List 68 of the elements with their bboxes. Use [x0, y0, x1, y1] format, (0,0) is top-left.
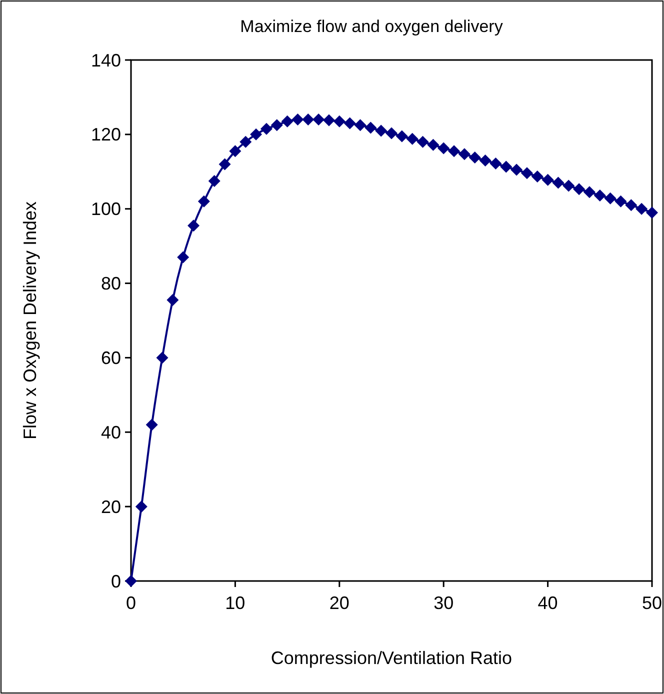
point [646, 206, 658, 219]
y-tick-label: 0 [110, 571, 121, 592]
point [364, 122, 377, 134]
point [416, 136, 429, 148]
x-tick-label: 10 [225, 593, 246, 613]
point [458, 148, 470, 160]
point [583, 186, 596, 198]
point [208, 174, 220, 187]
point [344, 117, 356, 130]
point [156, 352, 168, 364]
point [510, 164, 523, 176]
point [396, 130, 408, 142]
y-tick-label: 40 [100, 422, 121, 442]
point [240, 136, 252, 148]
point [573, 183, 586, 196]
point [552, 176, 564, 189]
x-tick-label: 30 [434, 593, 454, 613]
point [636, 202, 648, 215]
point [281, 115, 294, 128]
point [322, 114, 335, 126]
x-tick-label: 40 [538, 593, 558, 613]
x-tick-label: 20 [329, 593, 350, 613]
x-axis-title: Compression/Ventilation Ratio [270, 648, 512, 668]
point [468, 152, 481, 164]
point [270, 119, 283, 132]
point [490, 157, 502, 170]
point [438, 142, 450, 154]
point [354, 119, 366, 132]
point [166, 294, 179, 306]
point [250, 128, 262, 140]
point [542, 174, 554, 186]
point [302, 114, 314, 126]
point [386, 127, 398, 140]
point [520, 167, 533, 180]
point [177, 251, 190, 264]
point [594, 189, 606, 202]
chart-title: Maximize flow and oxygen delivery [240, 17, 504, 36]
point [188, 220, 200, 232]
point [146, 418, 158, 431]
y-tick-label: 60 [100, 348, 121, 368]
point [292, 114, 304, 126]
point [500, 160, 512, 173]
point [562, 180, 575, 192]
point [427, 138, 440, 151]
x-tick-label: 0 [126, 593, 136, 613]
point [125, 575, 137, 587]
y-tick-label: 80 [100, 274, 121, 294]
y-tick-label: 120 [90, 124, 121, 145]
point [375, 124, 388, 137]
y-axis-title: Flow x Oxygen Delivery Index [20, 201, 40, 440]
point [312, 114, 325, 126]
point [260, 122, 272, 135]
point [218, 158, 231, 170]
point [333, 115, 346, 128]
x-tick-label: 50 [642, 593, 662, 613]
point [479, 154, 492, 166]
y-tick-label: 20 [100, 496, 121, 517]
y-tick-label: 100 [90, 199, 121, 220]
y-tick-label: 140 [90, 50, 121, 70]
point [531, 170, 544, 182]
point [614, 195, 627, 208]
point [604, 192, 616, 204]
point [406, 132, 418, 145]
point [229, 145, 242, 158]
point [625, 199, 638, 212]
point [198, 195, 210, 208]
point [135, 500, 148, 513]
point [448, 145, 460, 158]
